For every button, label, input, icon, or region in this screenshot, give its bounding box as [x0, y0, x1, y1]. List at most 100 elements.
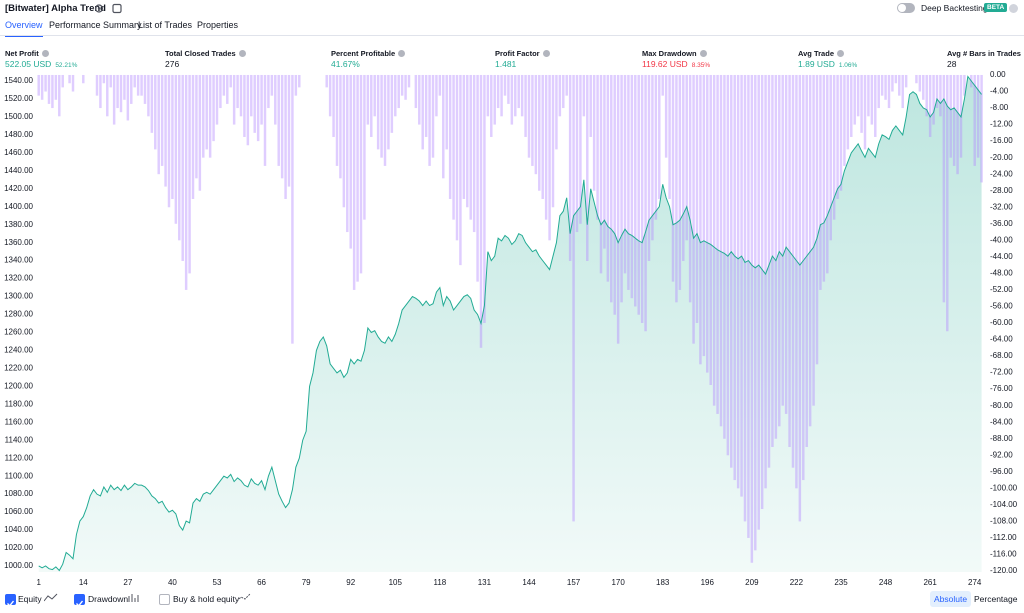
- legend-buy-hold: Buy & hold equity: [173, 594, 239, 604]
- y2-tick-label: -60.00: [990, 318, 1013, 327]
- drawdown-bar: [805, 75, 807, 447]
- drawdown-bar: [51, 75, 53, 108]
- drawdown-bar: [764, 75, 766, 488]
- drawdown-bar: [517, 75, 519, 108]
- drawdown-bar: [548, 75, 550, 240]
- legend-icon: [44, 593, 58, 603]
- drawdown-bar: [665, 75, 667, 158]
- drawdown-bar: [284, 75, 286, 199]
- y2-tick-label: -104.00: [990, 500, 1018, 509]
- drawdown-bar: [524, 75, 526, 137]
- tab[interactable]: List of Trades: [138, 20, 192, 35]
- y2-tick-label: -32.00: [990, 202, 1013, 211]
- y2-tick-label: -92.00: [990, 450, 1013, 459]
- drawdown-bar: [195, 75, 197, 178]
- drawdown-bar: [109, 75, 111, 87]
- x-tick-label: 105: [389, 578, 403, 587]
- drawdown-bar: [281, 75, 283, 178]
- buy-hold-checkbox[interactable]: [159, 594, 170, 605]
- equity-checkbox[interactable]: [5, 594, 16, 605]
- drawdown-bar: [747, 75, 749, 538]
- drawdown-bar: [562, 75, 564, 108]
- drawdown-bar: [185, 75, 187, 290]
- tab[interactable]: Performance Summary: [49, 20, 142, 35]
- drawdown-bar: [500, 75, 502, 116]
- y-tick-label: 1520.00: [4, 94, 33, 103]
- drawdown-bar: [219, 75, 221, 108]
- x-tick-label: 170: [611, 578, 625, 587]
- drawdown-bar: [956, 75, 958, 174]
- drawdown-bar: [929, 75, 931, 137]
- drawdown-bar: [610, 75, 612, 302]
- drawdown-bar: [589, 75, 591, 137]
- scale-mode-button[interactable]: Absolute: [930, 591, 971, 607]
- y2-tick-label: 0.00: [990, 70, 1006, 79]
- drawdown-bar: [857, 75, 859, 116]
- drawdown-bar: [840, 75, 842, 191]
- drawdown-bar: [668, 75, 670, 199]
- drawdown-bar: [881, 75, 883, 96]
- drawdown-bar: [689, 75, 691, 302]
- drawdown-bar: [836, 75, 838, 199]
- tab[interactable]: Properties: [197, 20, 238, 35]
- drawdown-bar: [953, 75, 955, 166]
- drawdown-bar: [466, 75, 468, 207]
- drawdown-bar: [675, 75, 677, 302]
- y2-tick-label: -12.00: [990, 120, 1013, 129]
- x-tick-label: 235: [834, 578, 848, 587]
- x-tick-label: 274: [968, 578, 982, 587]
- drawdown-bar: [442, 75, 444, 178]
- drawdown-checkbox[interactable]: [74, 594, 85, 605]
- y-tick-label: 1040.00: [4, 525, 33, 534]
- drawdown-bar: [127, 75, 129, 120]
- drawdown-bar: [555, 75, 557, 149]
- drawdown-bar: [685, 75, 687, 240]
- drawdown-bar: [891, 75, 893, 92]
- drawdown-bar: [812, 75, 814, 406]
- drawdown-bar: [387, 75, 389, 149]
- drawdown-bar: [384, 75, 386, 166]
- drawdown-bar: [205, 75, 207, 149]
- y-tick-label: 1540.00: [4, 76, 33, 85]
- x-tick-label: 1: [36, 578, 41, 587]
- drawdown-bar: [860, 75, 862, 133]
- drawdown-bar: [435, 75, 437, 116]
- drawdown-bar: [380, 75, 382, 158]
- drawdown-bar: [68, 75, 70, 83]
- drawdown-bar: [401, 75, 403, 96]
- y2-tick-label: -64.00: [990, 335, 1013, 344]
- drawdown-bar: [644, 75, 646, 331]
- help-icon[interactable]: [1009, 4, 1018, 13]
- drawdown-bar: [339, 75, 341, 178]
- drawdown-bar: [973, 75, 975, 166]
- help-icon[interactable]: [239, 50, 246, 57]
- help-icon[interactable]: [398, 50, 405, 57]
- drawdown-bar: [713, 75, 715, 406]
- y-tick-label: 1460.00: [4, 148, 33, 157]
- y2-tick-label: -68.00: [990, 351, 1013, 360]
- drawdown-bar: [233, 75, 235, 125]
- drawdown-bar: [257, 75, 259, 141]
- y2-tick-label: -28.00: [990, 186, 1013, 195]
- drawdown-bar: [332, 75, 334, 137]
- title-icons[interactable]: [94, 3, 128, 14]
- drawdown-bar: [202, 75, 204, 158]
- scale-mode-button[interactable]: Percentage: [970, 591, 1021, 607]
- deep-backtesting-toggle[interactable]: [897, 3, 915, 13]
- drawdown-bar: [576, 75, 578, 232]
- drawdown-bar: [291, 75, 293, 344]
- x-tick-label: 209: [745, 578, 759, 587]
- drawdown-bar: [469, 75, 471, 220]
- y-tick-label: 1000.00: [4, 561, 33, 570]
- help-icon[interactable]: [543, 50, 550, 57]
- y-tick-label: 1420.00: [4, 184, 33, 193]
- drawdown-bar: [103, 75, 105, 83]
- check: [6, 599, 15, 608]
- drawdown-bar: [535, 75, 537, 174]
- drawdown-bar: [223, 75, 225, 96]
- y-tick-label: 1320.00: [4, 274, 33, 283]
- y2-tick-label: -52.00: [990, 285, 1013, 294]
- y-tick-label: 1200.00: [4, 381, 33, 390]
- drawdown-bar: [641, 75, 643, 323]
- toggle-label: Deep Backtesting: [921, 3, 988, 13]
